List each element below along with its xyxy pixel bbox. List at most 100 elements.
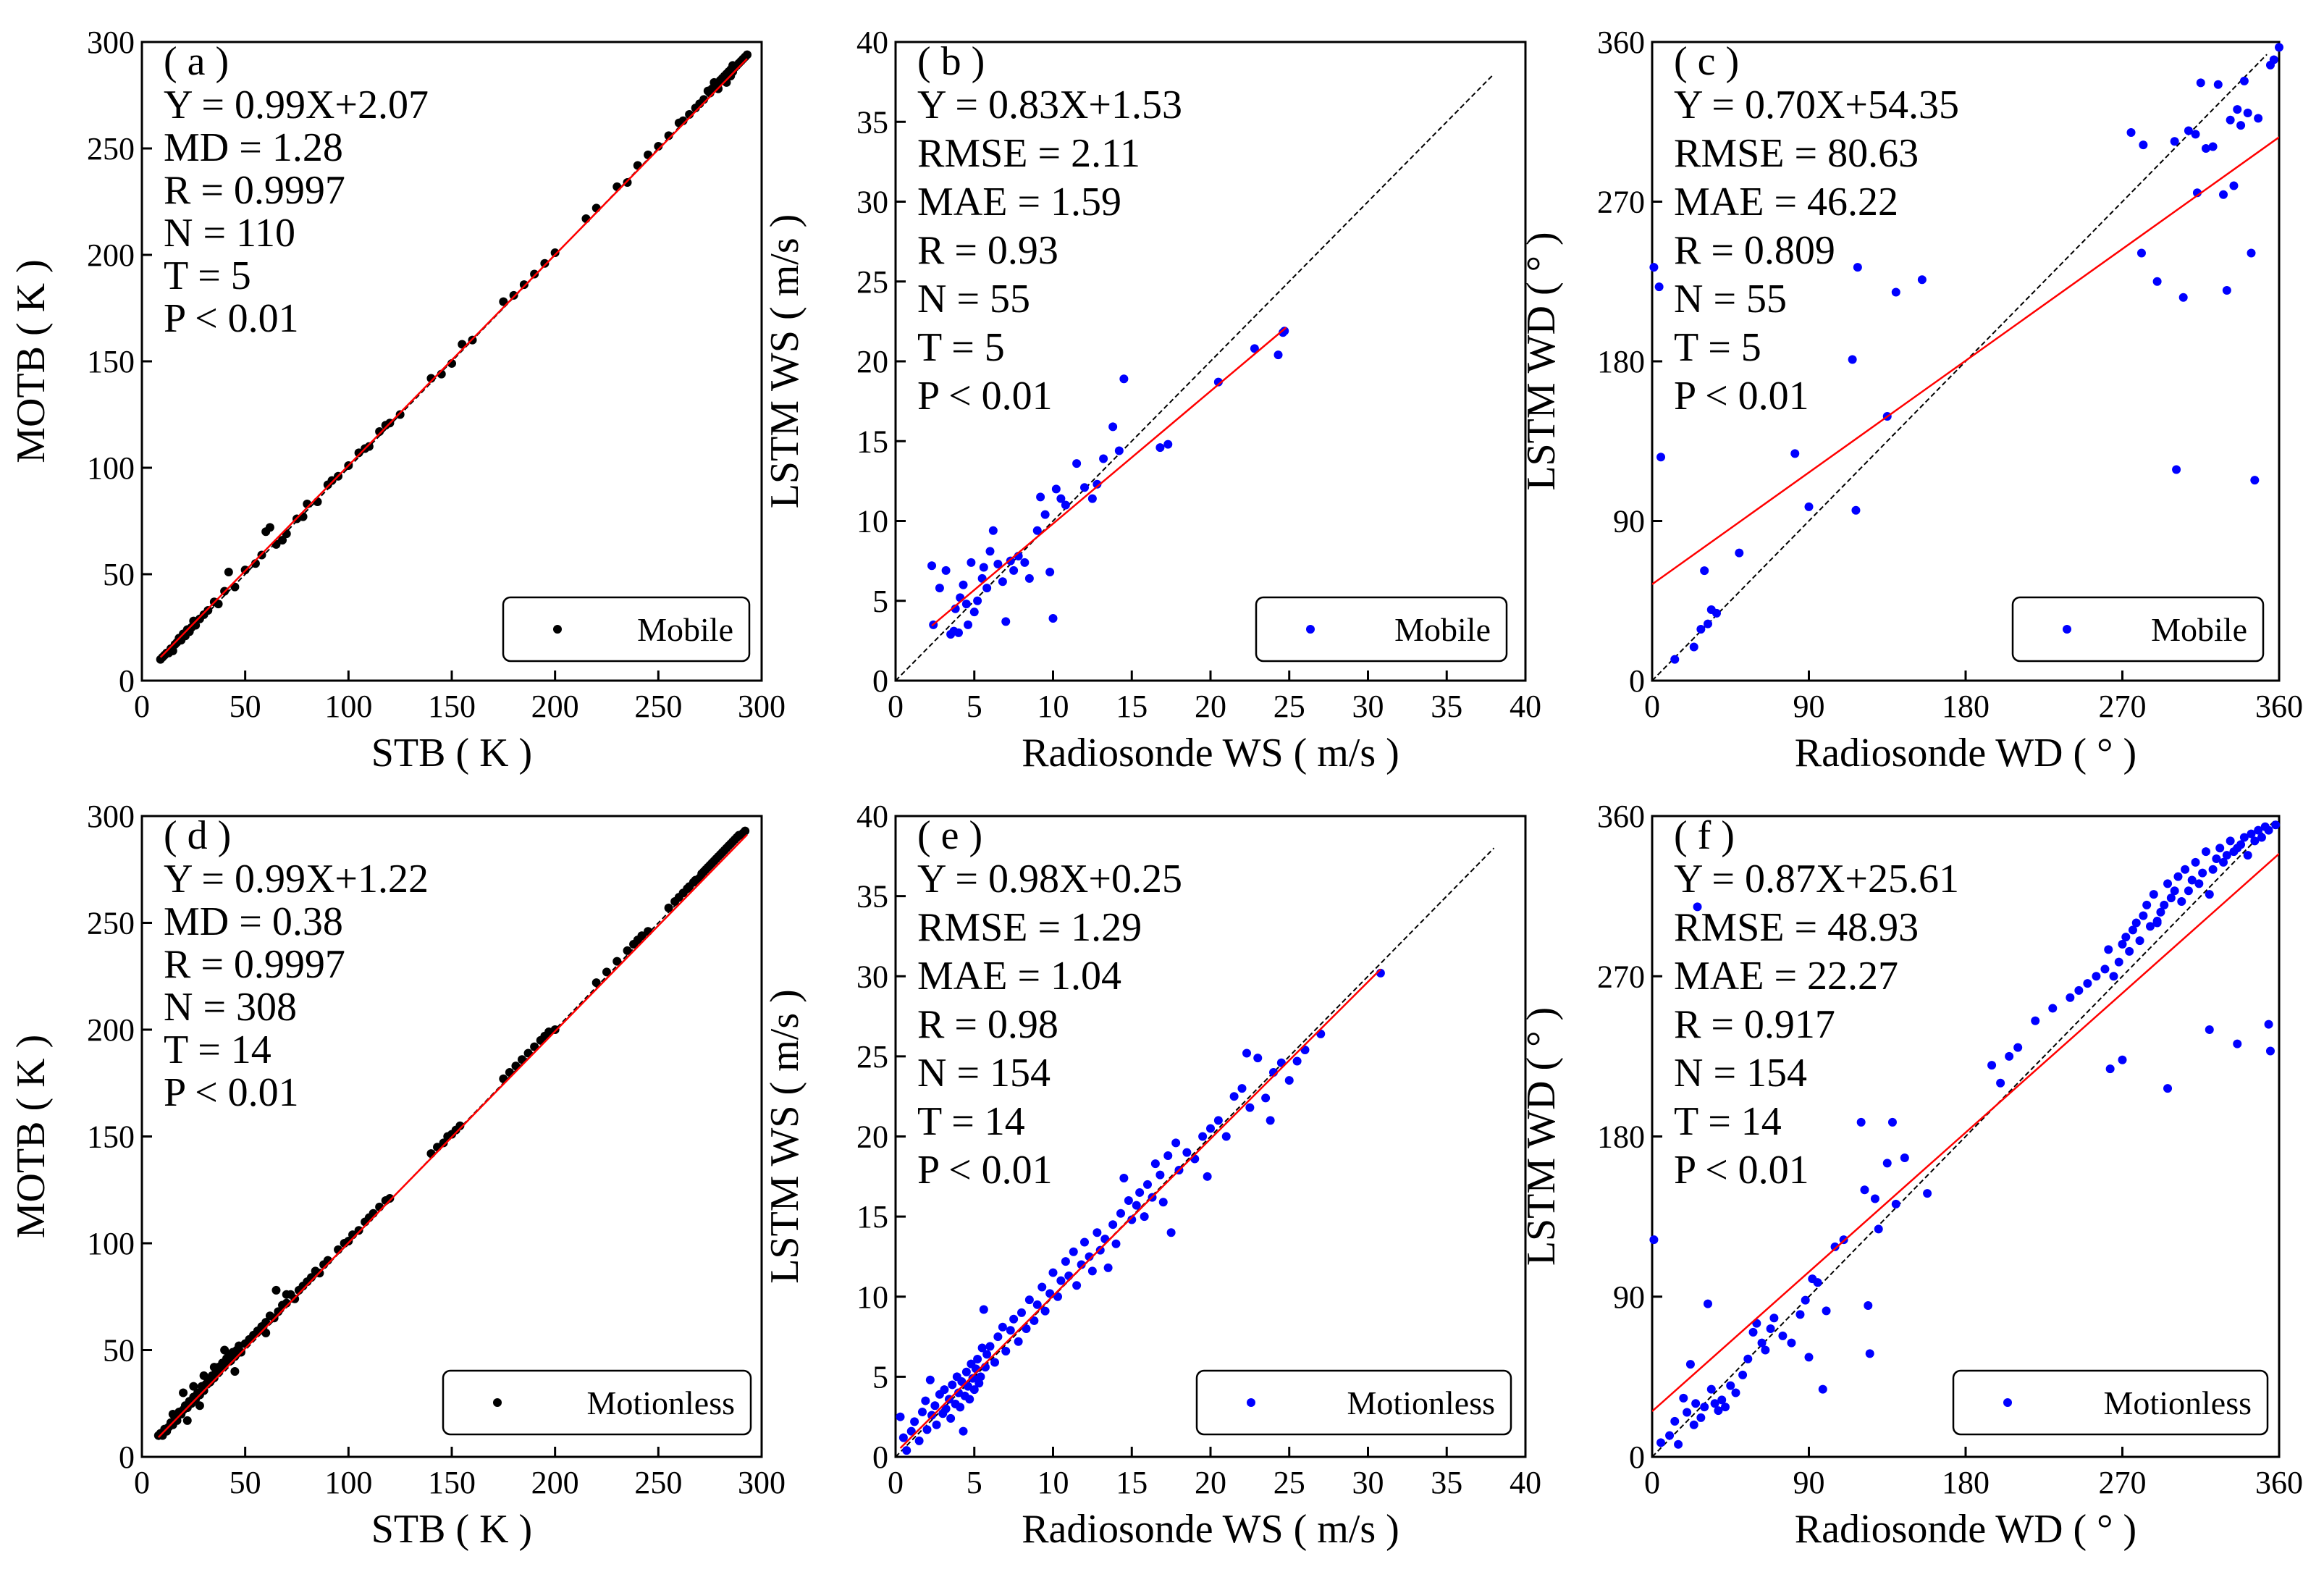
- panel-a-y-tick-label: 150: [87, 344, 135, 379]
- panel-b-x-tick-label: 5: [967, 689, 982, 724]
- panel-c-data-point: [2219, 190, 2228, 199]
- panel-f-data-point: [2048, 1004, 2058, 1013]
- panel-f-data-point: [1691, 1399, 1701, 1408]
- panel-e-y-tick-label: 30: [856, 959, 888, 994]
- panel-a-data-point: [214, 600, 223, 609]
- panel-a-x-tick-label: 50: [230, 689, 261, 724]
- panel-e-data-point: [1040, 1306, 1050, 1316]
- panel-c-data-point: [2201, 144, 2210, 153]
- panel-e-stat-line: P < 0.01: [917, 1148, 1053, 1193]
- panel-f-y-tick-label: 180: [1597, 1119, 1645, 1155]
- panel-d-data-point: [209, 1363, 219, 1372]
- panel-d-data-point: [195, 1401, 204, 1411]
- panel-b-x-tick-label: 15: [1116, 689, 1148, 724]
- panel-f-data-point: [2125, 946, 2134, 956]
- panel-e-data-point: [1095, 1245, 1105, 1255]
- panel-a-data-point: [710, 77, 719, 87]
- panel-f-data-point: [2105, 1064, 2115, 1074]
- panel-e-data-point: [1017, 1308, 1026, 1317]
- panel-c-data-point: [2126, 127, 2136, 137]
- panel-e-data-point: [902, 1446, 912, 1455]
- panel-e-data-point: [1253, 1054, 1263, 1063]
- panel-f-data-point: [2170, 886, 2179, 896]
- panel-f-data-point: [1696, 1413, 1706, 1422]
- panel-e-data-point: [979, 1305, 988, 1314]
- panel-e-data-point: [1155, 1170, 1165, 1180]
- panel-c-y-tick-label: 270: [1597, 185, 1645, 220]
- panel-f-data-point: [2005, 1051, 2014, 1061]
- panel-a-data-point: [728, 61, 738, 70]
- panel-e-y-tick-label: 25: [856, 1039, 888, 1075]
- panel-a-data-point: [612, 182, 622, 191]
- panel-f-data-point: [2109, 972, 2118, 981]
- panel-b-y-tick-label: 10: [856, 504, 888, 539]
- panel-f-data-point: [2198, 868, 2207, 878]
- panel-b-y-tick-label: 40: [856, 25, 888, 60]
- panel-e-data-point: [985, 1342, 995, 1351]
- panel-e-data-point: [1087, 1266, 1097, 1276]
- panel-b-data-point: [1061, 500, 1070, 510]
- panel-f-data-point: [2013, 1043, 2023, 1052]
- panel-b-data-point: [1032, 526, 1042, 535]
- panel-f-data-point: [1714, 1406, 1723, 1416]
- panel-c-data-point: [1712, 608, 1722, 618]
- panel-e-data-point: [914, 1436, 924, 1445]
- panel-d-data-point: [591, 978, 601, 988]
- panel-e-data-point: [1080, 1237, 1089, 1247]
- panel-f-one-to-one-line: [1652, 819, 2276, 1457]
- panel-e-data-point: [1022, 1324, 1031, 1333]
- panel-f-data-point: [1996, 1078, 2005, 1088]
- panel-e-data-point: [1163, 1151, 1173, 1161]
- panel-c-points: [1649, 43, 2283, 664]
- panel-f-points: [1649, 820, 2281, 1449]
- panel-b-stat-line: R = 0.93: [917, 228, 1058, 273]
- panel-b-stat-line: N = 55: [917, 277, 1030, 321]
- panel-f-data-point: [1656, 1438, 1666, 1447]
- panel-f-data-point: [1665, 1431, 1675, 1440]
- panel-d-data-point: [274, 1307, 283, 1316]
- panel-a-legend-marker: [553, 625, 562, 634]
- panel-d-stat-line: P < 0.01: [164, 1070, 299, 1115]
- panel-b-data-point: [1001, 617, 1011, 626]
- panel-f-data-point: [2166, 894, 2176, 903]
- panel-f-data-point: [2156, 907, 2165, 917]
- panel-e-data-point: [1072, 1281, 1082, 1290]
- panel-d-x-tick-label: 250: [634, 1465, 682, 1500]
- panel-c-legend-box: [2011, 596, 2265, 663]
- panel-f-data-point: [1801, 1295, 1810, 1305]
- panel-d-legend: Motionless: [442, 1369, 752, 1436]
- panel-b-y-tick-label: 30: [856, 185, 888, 220]
- panel-b-x-tick-label: 0: [888, 689, 904, 724]
- panel-f-data-point: [1685, 1360, 1695, 1369]
- panel-b-tag: ( b ): [917, 39, 985, 84]
- panel-e-y-tick-label: 35: [856, 879, 888, 915]
- panel-b-data-point: [1048, 614, 1058, 623]
- panel-f-data-point: [2236, 840, 2246, 849]
- panel-d-x-tick-label: 0: [134, 1465, 150, 1500]
- panel-d-x-tick-label: 150: [428, 1465, 476, 1500]
- panel-f-legend-marker: [2003, 1398, 2012, 1407]
- panel-f-data-point: [1787, 1338, 1796, 1348]
- panel-d-y-tick-label: 200: [87, 1012, 135, 1048]
- panel-a-x-tick-label: 0: [134, 689, 150, 724]
- panel-e-data-point: [1190, 1154, 1200, 1164]
- panel-f-data-point: [2247, 829, 2256, 838]
- panel-f-data-point: [2212, 854, 2221, 863]
- panel-b-data-point: [941, 566, 951, 575]
- panel-e-data-point: [1237, 1084, 1247, 1093]
- panel-e-data-point: [956, 1403, 965, 1412]
- panel-f-data-point: [1683, 1408, 1692, 1417]
- panel-f-stat-line: Y = 0.87X+25.61: [1674, 857, 1959, 901]
- panel-e-y-tick-label: 10: [856, 1279, 888, 1315]
- panel-f-data-point: [2118, 1055, 2127, 1064]
- panel-d-stat-line: N = 308: [164, 985, 297, 1030]
- panel-b-legend-label: Mobile: [1394, 611, 1491, 648]
- panel-f-data-point: [1864, 1301, 1873, 1311]
- panel-d-data-point: [612, 957, 622, 966]
- panel-c-x-tick-label: 180: [1942, 689, 1990, 724]
- panel-c-data-point: [1703, 619, 1712, 629]
- panel-b-data-point: [1040, 510, 1050, 519]
- panel-d-data-point: [602, 967, 611, 977]
- panel-e-data-point: [1213, 1116, 1223, 1125]
- panel-a-stat-line: N = 110: [164, 211, 295, 256]
